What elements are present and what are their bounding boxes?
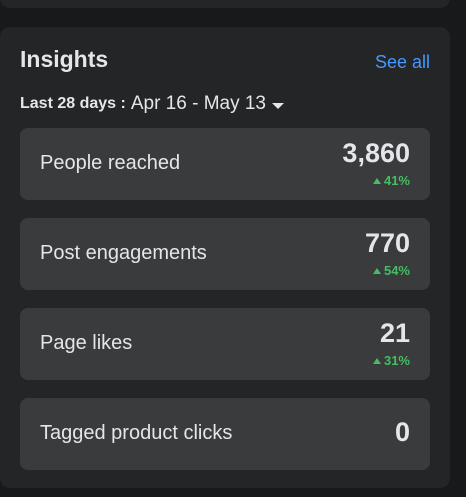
date-range-selector[interactable]: Last 28 days : Apr 16 - May 13 <box>20 93 284 115</box>
previous-card <box>0 0 450 8</box>
up-arrow-icon <box>372 357 381 364</box>
date-range-value: Apr 16 - May 13 <box>130 93 266 114</box>
metric-label: People reached <box>40 152 181 174</box>
metric-value: 0 <box>394 417 410 447</box>
metric-row[interactable]: Page likes 21 31% <box>20 308 430 380</box>
metric-change-value: 54% <box>383 263 410 278</box>
metric-value: 3,860 <box>342 138 410 168</box>
card-title: Insights <box>20 46 109 72</box>
dropdown-caret <box>272 102 284 109</box>
metric-change-value: 31% <box>383 353 410 368</box>
metric-value: 21 <box>379 318 410 348</box>
metric-change-value: 41% <box>383 173 410 188</box>
up-arrow-icon <box>372 177 381 184</box>
metric-row[interactable]: Post engagements 770 54% <box>20 218 430 290</box>
metric-change: 41% <box>372 173 410 188</box>
insights-card: Insights See all Last 28 days : Apr 16 -… <box>0 27 450 488</box>
metric-change: 31% <box>372 353 410 368</box>
metric-change: 54% <box>372 263 410 278</box>
date-range-label: Last 28 days : <box>20 95 126 112</box>
metric-row[interactable]: Tagged product clicks 0 <box>20 398 430 470</box>
metric-row[interactable]: People reached 3,860 41% <box>20 128 430 200</box>
metric-label: Tagged product clicks <box>40 422 233 444</box>
metric-label: Post engagements <box>40 242 207 264</box>
see-all-link[interactable]: See all <box>374 52 430 72</box>
metric-label: Page likes <box>40 332 133 354</box>
metric-value: 770 <box>364 228 410 258</box>
up-arrow-icon <box>372 267 381 274</box>
